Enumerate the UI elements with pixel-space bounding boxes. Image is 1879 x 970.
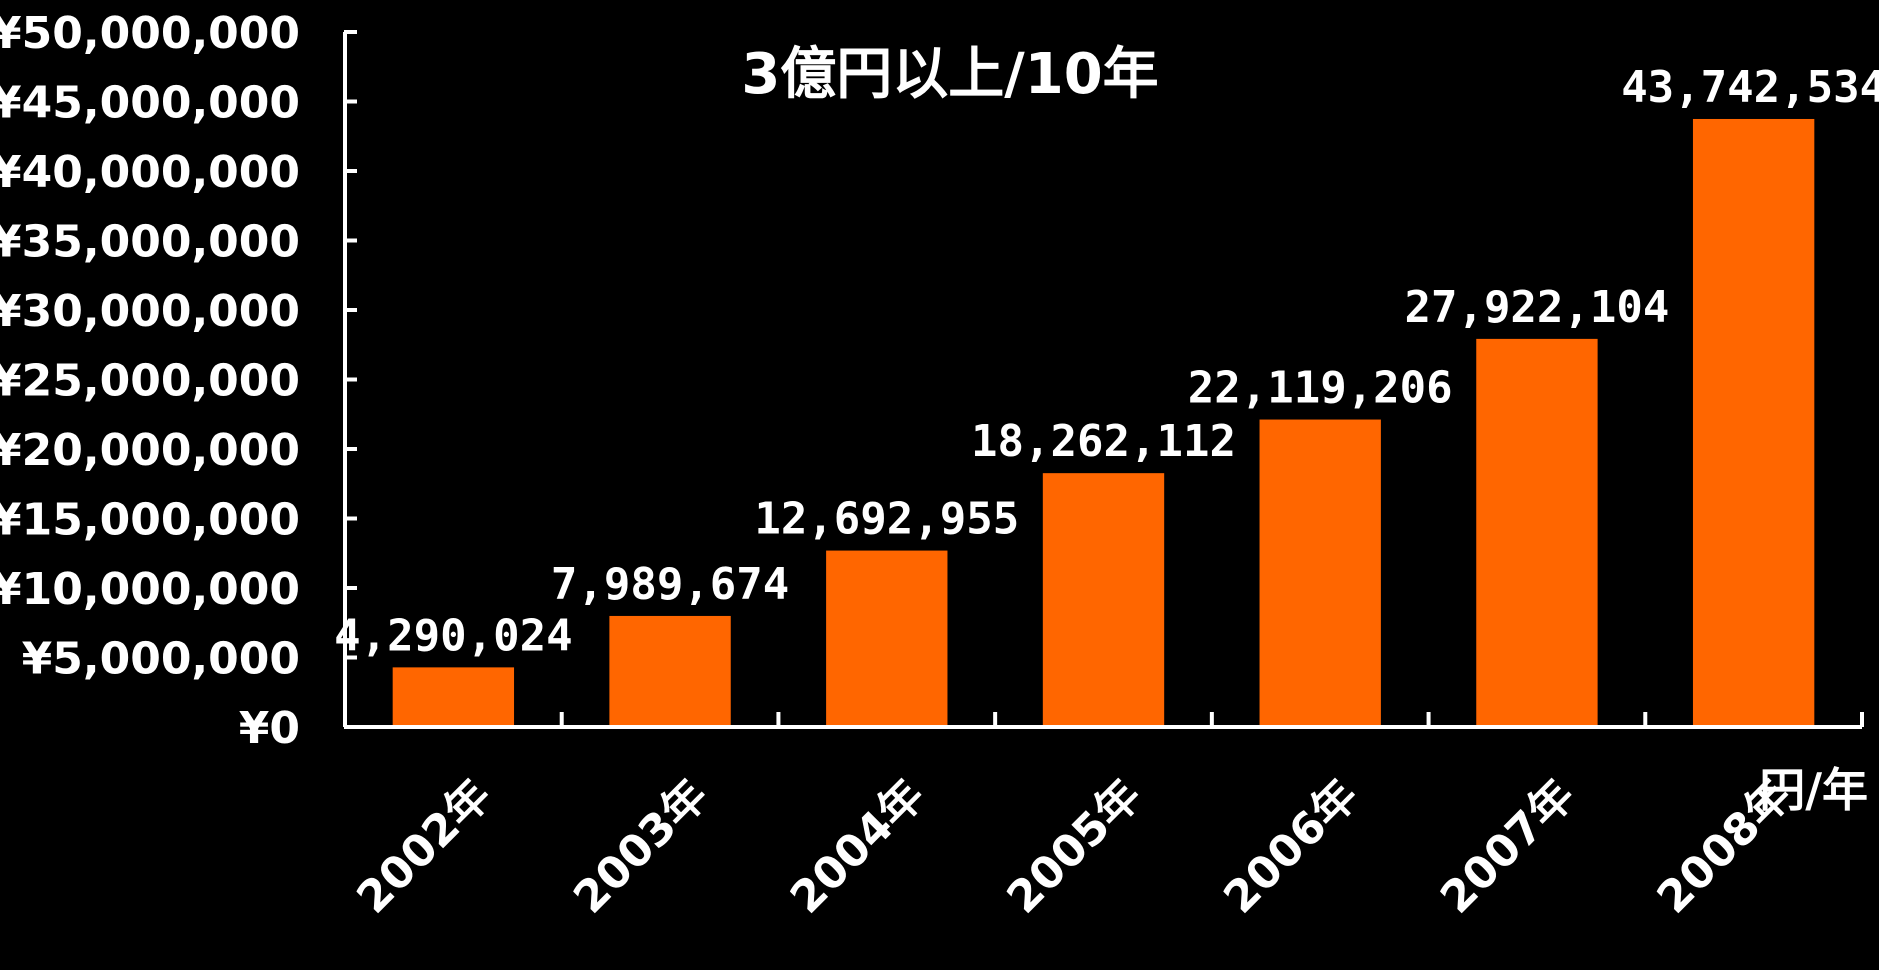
bar-value-label: 43,742,534 — [1621, 62, 1879, 113]
y-tick-label: ¥10,000,000 — [0, 564, 300, 615]
y-tick-label: ¥20,000,000 — [0, 425, 300, 476]
bar — [1042, 473, 1165, 725]
x-axis — [345, 712, 1864, 729]
bar-value-label: 7,989,674 — [551, 559, 789, 610]
bar — [392, 667, 515, 725]
bar — [1476, 338, 1598, 725]
bar-value-label: 27,922,104 — [1404, 282, 1669, 333]
bar — [1692, 118, 1815, 726]
y-tick-label: ¥0 — [239, 703, 300, 754]
bar-value-label: 18,262,112 — [971, 416, 1236, 467]
bar-value-label: 4,290,024 — [334, 610, 572, 661]
y-tick-label: ¥35,000,000 — [0, 217, 300, 268]
bar-value-label: 12,692,955 — [754, 494, 1019, 545]
y-tick-label: ¥50,000,000 — [0, 8, 300, 59]
y-axis: ¥0 ¥5,000,000 ¥10,000,000 ¥15,000,000 ¥20,00… — [0, 8, 357, 754]
y-tick-label: ¥45,000,000 — [0, 78, 300, 129]
bar — [609, 615, 731, 725]
bars — [392, 118, 1815, 726]
y-tick-label: ¥15,000,000 — [0, 495, 300, 546]
bar — [1259, 419, 1381, 725]
unit-label: 円/年 — [1759, 763, 1868, 817]
chart-title: 3億円以上/10年 — [741, 42, 1158, 107]
y-tick-label: ¥30,000,000 — [0, 286, 300, 337]
bar-value-label: 22,119,206 — [1188, 363, 1453, 414]
y-tick-label: ¥25,000,000 — [0, 356, 300, 407]
y-tick-label: ¥5,000,000 — [22, 634, 300, 685]
y-tick-label: ¥40,000,000 — [0, 147, 300, 198]
bar — [826, 550, 948, 725]
